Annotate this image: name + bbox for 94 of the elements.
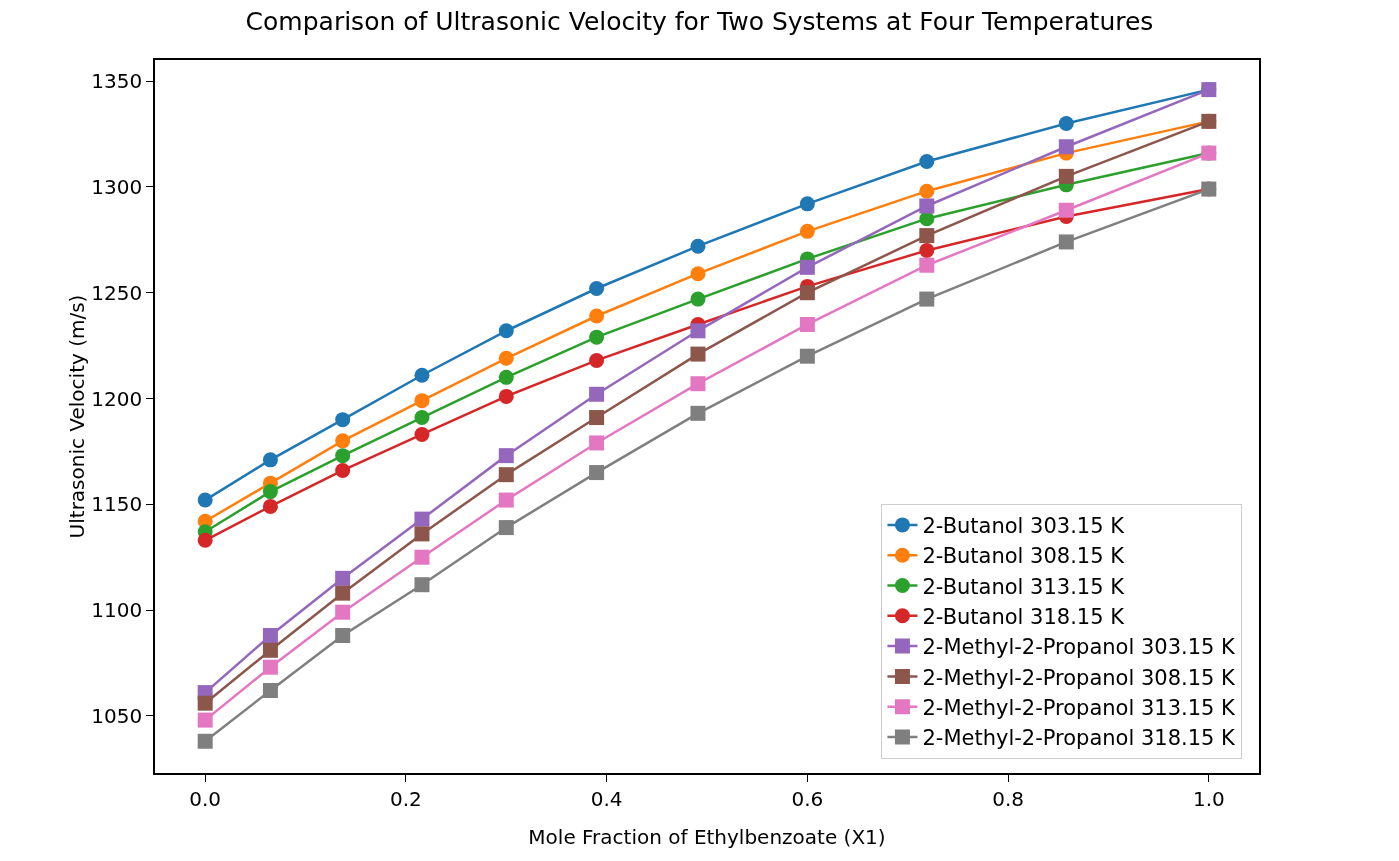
point — [690, 266, 706, 282]
point — [498, 492, 514, 508]
point — [335, 448, 351, 464]
point — [335, 627, 351, 643]
point — [690, 376, 706, 392]
point — [262, 452, 278, 468]
point — [919, 211, 935, 227]
point — [335, 433, 351, 449]
legend-label: 2-Methyl-2-Propanol 318.15 K — [922, 726, 1237, 751]
x-tick-label: 0.4 — [590, 786, 623, 811]
point — [799, 259, 815, 275]
point — [919, 228, 935, 244]
point — [690, 323, 706, 339]
legend-label: 2-Butanol 313.15 K — [922, 574, 1126, 599]
point — [414, 526, 430, 542]
point — [690, 291, 706, 307]
point — [335, 604, 351, 620]
point — [498, 350, 514, 366]
point — [498, 448, 514, 464]
point — [589, 308, 605, 324]
point — [1058, 115, 1074, 131]
point — [498, 520, 514, 536]
point — [1058, 234, 1074, 250]
point — [1058, 202, 1074, 218]
point — [589, 329, 605, 345]
x-tick-label: 1.0 — [1192, 786, 1225, 811]
y-tick-label: 1150 — [91, 492, 143, 517]
point — [589, 410, 605, 426]
point — [197, 712, 213, 728]
legend-label: 2-Methyl-2-Propanol 313.15 K — [922, 695, 1237, 720]
point — [498, 369, 514, 385]
point — [919, 257, 935, 273]
point — [589, 386, 605, 402]
point — [414, 367, 430, 383]
point — [690, 238, 706, 254]
y-axis-title: Ultrasonic Velocity (m/s) — [65, 294, 90, 539]
point — [335, 570, 351, 586]
x-tick-label: 0.0 — [189, 786, 222, 811]
y-tick-label: 1300 — [91, 174, 143, 199]
point — [589, 281, 605, 296]
point — [589, 352, 605, 368]
point — [262, 498, 278, 514]
point — [335, 412, 351, 428]
point — [589, 465, 605, 481]
point — [498, 388, 514, 404]
point — [414, 511, 430, 527]
y-tick-label: 1050 — [91, 703, 143, 728]
y-tick-label: 1100 — [91, 598, 143, 623]
point — [690, 405, 706, 421]
point — [919, 154, 935, 170]
point — [414, 577, 430, 593]
point — [799, 285, 815, 301]
y-tick-label: 1350 — [91, 69, 143, 94]
x-tick-label: 0.2 — [390, 786, 422, 811]
point — [262, 642, 278, 658]
point — [197, 733, 213, 749]
point — [414, 410, 430, 426]
point — [799, 316, 815, 332]
point — [1058, 168, 1074, 184]
point — [197, 492, 213, 508]
x-tick-label: 0.6 — [791, 786, 824, 811]
legend-label: 2-Butanol 318.15 K — [922, 604, 1126, 629]
point — [589, 435, 605, 451]
legend-label: 2-Butanol 303.15 K — [922, 514, 1126, 539]
legend-label: 2-Methyl-2-Propanol 303.15 K — [922, 635, 1237, 660]
point — [799, 348, 815, 364]
chart-title: Comparison of Ultrasonic Velocity for Two Systems at Four Temperatures — [245, 7, 1154, 37]
point — [690, 346, 706, 362]
legend-label: 2-Methyl-2-Propanol 308.15 K — [922, 665, 1237, 690]
x-axis-title: Mole Fraction of Ethylbenzoate (X1) — [528, 824, 886, 849]
point — [414, 426, 430, 442]
point — [919, 183, 935, 199]
point — [414, 549, 430, 565]
point — [197, 532, 213, 548]
point — [262, 627, 278, 643]
point — [498, 467, 514, 483]
point — [919, 291, 935, 307]
x-tick-label: 0.8 — [992, 786, 1024, 811]
point — [262, 659, 278, 675]
point — [919, 242, 935, 258]
point — [335, 462, 351, 478]
y-tick-label: 1250 — [91, 280, 143, 305]
legend-label: 2-Butanol 308.15 K — [922, 544, 1126, 569]
point — [919, 198, 935, 214]
point — [335, 585, 351, 601]
point — [498, 323, 514, 339]
point — [197, 695, 213, 711]
point — [799, 196, 815, 212]
point — [262, 682, 278, 698]
point — [1058, 139, 1074, 155]
point — [414, 393, 430, 409]
point — [799, 223, 815, 239]
y-tick-label: 1200 — [91, 386, 143, 411]
point — [262, 484, 278, 500]
